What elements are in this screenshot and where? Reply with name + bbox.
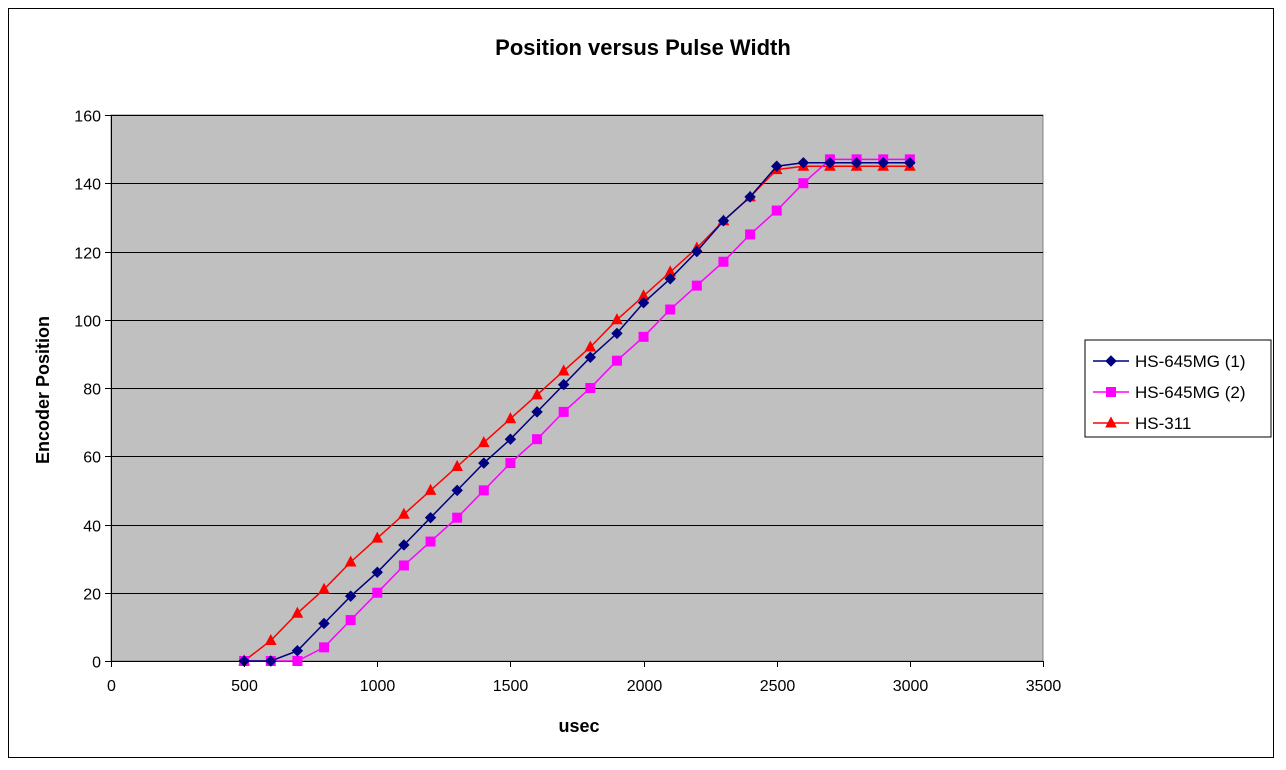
y-tick-label: 40	[83, 519, 101, 536]
data-point	[291, 606, 304, 618]
chart-title: Position versus Pulse Width	[495, 35, 791, 60]
series-1	[238, 157, 916, 667]
legend-item: HS-311	[1093, 414, 1191, 433]
legend-item: HS-645MG (2)	[1093, 383, 1246, 402]
data-point	[265, 655, 277, 667]
data-point	[318, 582, 330, 594]
data-point	[904, 157, 916, 169]
data-point	[637, 296, 650, 309]
legend-marker	[1105, 355, 1117, 367]
data-point	[585, 383, 596, 393]
data-point	[264, 633, 277, 646]
data-point	[611, 327, 623, 340]
data-point	[398, 560, 409, 571]
legend-label: HS-645MG (1)	[1135, 352, 1246, 371]
data-point	[718, 256, 729, 267]
data-point	[717, 215, 730, 227]
data-point	[850, 157, 863, 169]
y-tick-label: 120	[74, 246, 101, 263]
data-point	[424, 483, 437, 495]
data-point	[584, 351, 597, 363]
data-point	[371, 566, 383, 578]
data-point	[292, 656, 303, 666]
x-tick-label: 1000	[360, 678, 396, 695]
data-point	[664, 273, 676, 285]
x-tick-label: 500	[231, 678, 258, 695]
data-point	[691, 245, 703, 258]
data-point	[558, 406, 569, 417]
data-point	[557, 378, 570, 391]
y-tick-label: 0	[92, 655, 101, 672]
data-point	[584, 340, 597, 352]
data-point	[477, 436, 490, 448]
data-point	[771, 160, 783, 172]
legend-label: HS-645MG (2)	[1135, 383, 1246, 402]
data-point	[798, 178, 809, 189]
data-point	[372, 587, 383, 598]
x-tick-label: 3500	[1026, 678, 1062, 695]
chart-area: 0 20 40 60 80 100 120 140 160 0 500 1000 1500 2000 250…	[8, 8, 1274, 758]
data-point	[531, 388, 543, 400]
data-point	[478, 457, 490, 469]
legend-label: HS-311	[1135, 414, 1191, 433]
x-axis-title: usec	[558, 716, 599, 736]
data-point	[291, 645, 304, 657]
data-point	[745, 229, 756, 240]
data-point	[665, 304, 676, 315]
data-point	[451, 459, 463, 471]
data-point	[611, 355, 622, 366]
data-point	[398, 539, 410, 551]
x-tick-label: 1500	[493, 678, 529, 695]
data-point	[532, 434, 543, 445]
y-tick-label: 80	[83, 382, 101, 399]
legend: HS-645MG (1) HS-645MG (2) HS-311	[1084, 339, 1272, 438]
data-point	[318, 617, 330, 630]
y-tick-label: 160	[74, 109, 101, 126]
data-point	[877, 157, 889, 169]
chart-svg: 0 20 40 60 80 100 120 140 160 0 500 1000 1500 2000 250…	[33, 35, 1272, 736]
y-tick-label: 60	[83, 450, 101, 467]
y-tick-label: 20	[83, 587, 101, 604]
series-3	[238, 159, 916, 666]
data-point	[691, 280, 702, 291]
legend-marker	[1106, 387, 1116, 397]
x-tick-label: 0	[107, 678, 116, 695]
data-point	[611, 313, 623, 325]
data-point	[531, 406, 543, 418]
data-point	[771, 205, 782, 216]
data-point	[452, 512, 463, 523]
legend-item: HS-645MG (1)	[1093, 352, 1246, 371]
data-point	[371, 531, 384, 543]
data-point	[505, 458, 516, 469]
data-point	[319, 642, 330, 653]
data-point	[504, 433, 517, 445]
data-point	[557, 364, 570, 376]
data-point	[824, 157, 836, 169]
y-tick-label: 100	[74, 314, 101, 331]
data-point	[344, 555, 357, 567]
data-point	[638, 331, 649, 342]
x-tick-label: 2000	[627, 678, 663, 695]
series-line	[243, 165, 910, 662]
data-point	[398, 507, 410, 519]
legend-marker	[1105, 416, 1117, 428]
data-point	[344, 590, 357, 602]
data-point	[451, 484, 463, 497]
data-point	[478, 485, 489, 496]
data-point	[744, 191, 756, 203]
data-point	[504, 412, 517, 424]
x-tick-label: 2500	[760, 678, 796, 695]
data-point	[425, 536, 436, 547]
data-point	[797, 157, 810, 169]
y-axis-title: Encoder Position	[33, 316, 53, 464]
x-tick-label: 3000	[893, 678, 929, 695]
y-tick-label: 140	[74, 177, 101, 194]
data-point	[424, 511, 437, 524]
data-point	[345, 615, 356, 626]
